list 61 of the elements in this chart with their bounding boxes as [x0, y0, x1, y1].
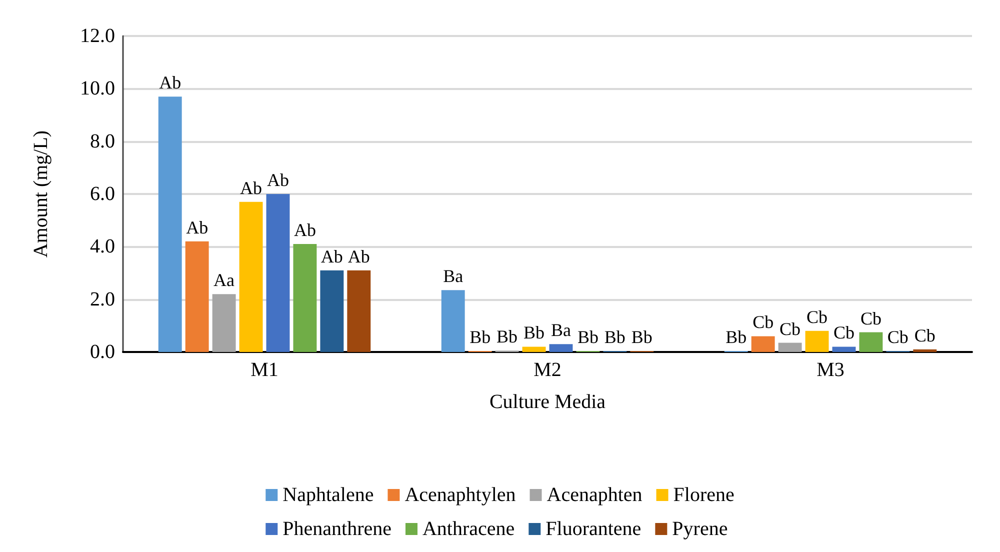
data-label: Cb [806, 306, 828, 327]
y-axis-title: Amount (mg/L) [30, 130, 52, 258]
bar [185, 241, 209, 352]
bar [913, 349, 937, 352]
data-label: Ab [294, 220, 316, 240]
legend-label: Naphtalene [282, 484, 374, 506]
data-label: Ab [159, 72, 182, 93]
data-label: Ab [266, 170, 289, 190]
bar [266, 194, 290, 352]
x-axis-title: Culture Media [489, 391, 606, 413]
bar [158, 96, 182, 352]
bar [778, 342, 802, 352]
bar [320, 270, 344, 352]
data-label: Aa [214, 270, 235, 290]
legend-label: Acenaphtylen [404, 484, 516, 506]
legend-label: Pyrene [672, 518, 728, 540]
bar [832, 346, 856, 352]
bar [293, 244, 317, 352]
data-label: Bb [524, 322, 545, 343]
legend-label: Anthracene [422, 518, 515, 540]
y-tick-label: 12.0 [80, 25, 115, 47]
data-label: Cb [914, 325, 936, 346]
data-label: Ab [186, 217, 208, 238]
y-tick-label: 10.0 [80, 78, 115, 100]
y-tick-label: 4.0 [90, 236, 115, 258]
data-label: Bb [726, 327, 747, 347]
data-label: Cb [887, 327, 908, 347]
bar [347, 270, 371, 352]
bar [859, 332, 883, 352]
data-label: Cb [780, 318, 801, 339]
data-label: Bb [577, 327, 598, 347]
legend-label: Acenaphten [546, 484, 642, 506]
x-tick-label: M2 [534, 359, 562, 381]
data-label: Bb [604, 327, 626, 347]
data-label: Bb [496, 326, 518, 347]
y-tick-label: 0.0 [90, 341, 115, 363]
data-label: Cb [860, 308, 882, 328]
data-label: Ab [320, 246, 343, 266]
legend-label: Florene [673, 484, 734, 506]
data-label: Bb [631, 327, 652, 347]
bar [441, 290, 465, 352]
x-tick-label: M1 [250, 359, 278, 381]
bar [212, 294, 236, 352]
y-tick-label: 8.0 [90, 130, 115, 152]
data-label: Ba [443, 266, 464, 286]
data-label: Cb [752, 312, 774, 332]
data-label: Ab [240, 178, 262, 198]
y-tick-label: 6.0 [90, 183, 115, 205]
x-tick-label: M3 [816, 359, 844, 381]
data-label: Ba [550, 320, 571, 340]
data-label: Ab [348, 246, 370, 266]
bar [239, 202, 263, 352]
bar [549, 344, 573, 352]
data-label: Bb [470, 327, 491, 347]
legend-label: Fluorantene [546, 518, 642, 540]
y-tick-label: 2.0 [90, 288, 115, 310]
data-label: Cb [833, 322, 854, 343]
bar [522, 346, 546, 352]
bar [751, 336, 775, 352]
bar [805, 330, 829, 352]
legend-label: Phenanthrene [282, 518, 392, 540]
